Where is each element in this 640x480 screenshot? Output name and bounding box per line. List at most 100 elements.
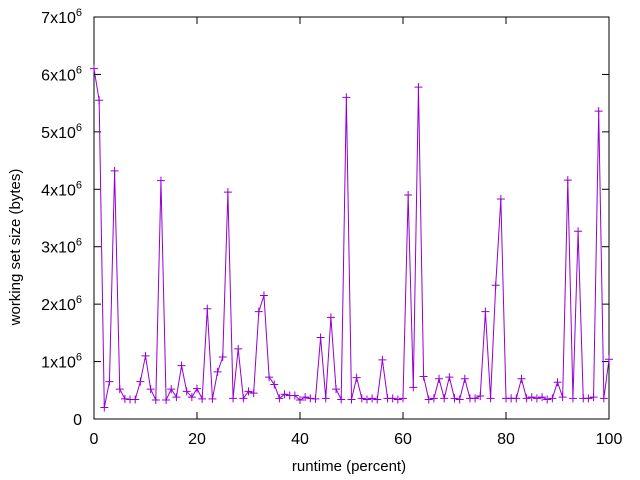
data-point-marker	[115, 385, 124, 394]
data-point-marker	[476, 392, 485, 401]
data-point-marker	[455, 395, 464, 404]
data-point-marker	[90, 64, 98, 73]
x-tick-label: 20	[188, 431, 206, 448]
data-point-marker	[563, 176, 572, 185]
y-tick-label: 1x106	[41, 352, 82, 372]
data-point-marker	[141, 351, 150, 360]
x-tick-label: 100	[596, 431, 623, 448]
data-point-marker	[399, 394, 407, 403]
data-point-marker	[136, 377, 145, 386]
data-point-marker	[352, 373, 361, 382]
x-axis-ticks: 0 20 40 60 80 100	[90, 17, 623, 448]
data-point-marker	[208, 394, 217, 403]
data-point-marker	[543, 395, 552, 404]
y-axis-label: working set size (bytes)	[7, 169, 24, 327]
data-point-marker	[244, 387, 253, 396]
data-point-marker	[522, 394, 531, 403]
data-point-marker	[234, 344, 243, 353]
data-point-marker	[326, 313, 335, 322]
data-point-marker	[239, 394, 248, 403]
x-tick-label: 40	[291, 431, 309, 448]
y-tick-label: 4x106	[41, 179, 82, 199]
plot-frame	[93, 16, 610, 420]
data-point-marker	[419, 372, 428, 381]
data-point-marker	[182, 387, 191, 396]
data-point-marker	[424, 395, 433, 404]
x-tick-label: 0	[90, 431, 99, 448]
data-point-marker	[275, 394, 284, 403]
y-tick-label: 3x106	[41, 237, 82, 257]
data-point-marker	[471, 394, 480, 403]
data-point-marker	[548, 394, 557, 403]
data-point-marker	[435, 374, 444, 383]
data-point-marker	[460, 374, 469, 383]
y-axis-ticks: 0 1x106 2x106 3x106 4x106 5x106 6x106 7x106	[41, 7, 609, 429]
data-point-marker	[589, 393, 598, 402]
data-point-marker	[512, 394, 521, 403]
data-point-marker	[409, 383, 418, 392]
data-point-marker	[378, 355, 387, 364]
data-point-marker	[105, 377, 114, 386]
data-point-marker	[187, 393, 196, 402]
series-group	[90, 64, 613, 412]
data-point-marker	[429, 394, 438, 403]
data-point-marker	[558, 393, 567, 402]
data-point-marker	[167, 385, 176, 394]
data-point-marker	[120, 394, 129, 403]
data-point-marker	[568, 394, 577, 403]
data-point-marker	[156, 176, 165, 185]
data-point-marker	[332, 385, 341, 394]
data-point-marker	[223, 188, 232, 197]
data-point-marker	[306, 394, 315, 403]
data-point-marker	[445, 373, 454, 382]
series-line	[93, 68, 610, 408]
data-point-marker	[265, 373, 274, 382]
data-point-marker	[110, 166, 119, 175]
data-point-marker	[347, 395, 356, 404]
data-point-marker	[393, 395, 402, 404]
data-point-marker	[254, 307, 263, 316]
plot-border	[93, 16, 610, 420]
data-point-marker	[131, 395, 140, 404]
y-tick-label: 5x106	[41, 122, 82, 142]
data-point-marker	[162, 396, 171, 405]
data-point-marker	[193, 384, 201, 393]
data-point-marker	[553, 378, 562, 387]
data-point-marker	[100, 403, 109, 412]
data-point-marker	[532, 394, 541, 403]
data-point-marker	[496, 195, 505, 204]
data-point-marker	[486, 394, 495, 403]
data-point-marker	[311, 394, 320, 403]
data-point-marker	[301, 393, 310, 402]
data-point-marker	[388, 394, 397, 403]
data-point-marker	[517, 374, 526, 383]
y-tick-label: 0	[73, 412, 82, 429]
data-point-marker	[373, 395, 382, 404]
data-point-marker	[605, 355, 613, 364]
y-tick-label: 7x106	[41, 7, 82, 27]
data-point-marker	[414, 83, 423, 92]
data-point-marker	[357, 394, 366, 403]
data-point-marker	[151, 396, 160, 405]
data-point-marker	[362, 395, 371, 404]
data-point-marker	[527, 393, 536, 402]
data-point-marker	[337, 395, 346, 404]
data-point-marker	[440, 394, 449, 403]
data-point-marker	[450, 394, 459, 403]
data-point-marker	[538, 393, 547, 402]
data-point-marker	[594, 107, 603, 116]
data-point-marker	[198, 394, 207, 403]
data-point-marker	[213, 367, 222, 376]
data-point-marker	[584, 394, 593, 403]
data-point-marker	[177, 361, 186, 370]
data-point-marker	[259, 291, 268, 300]
data-point-marker	[203, 304, 212, 313]
data-point-marker	[481, 307, 490, 316]
data-point-marker	[270, 380, 279, 389]
data-point-marker	[491, 281, 500, 290]
data-point-marker	[599, 394, 608, 403]
data-point-marker	[316, 333, 325, 342]
data-point-marker	[368, 394, 377, 403]
x-tick-label: 60	[394, 431, 412, 448]
